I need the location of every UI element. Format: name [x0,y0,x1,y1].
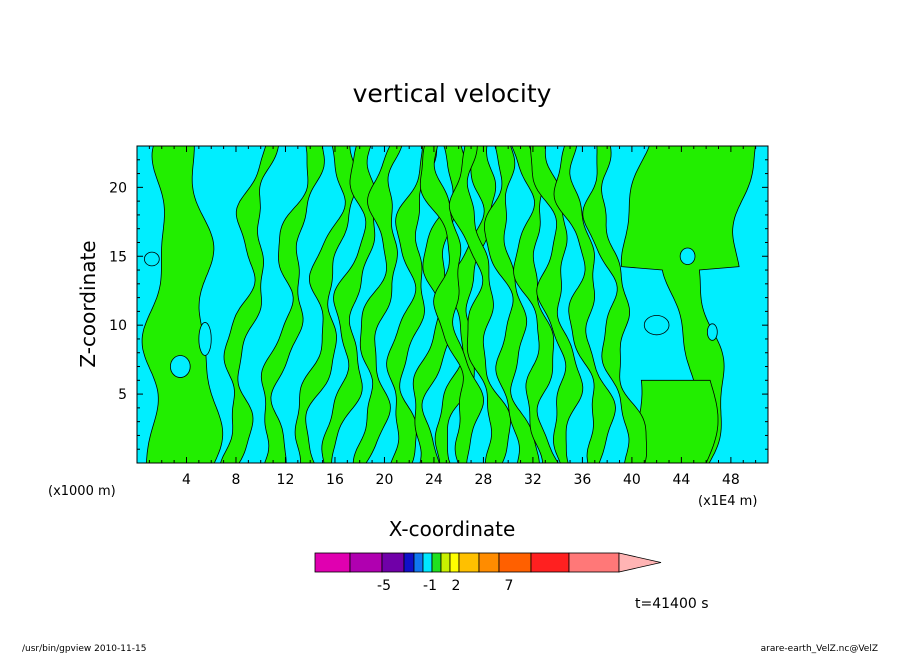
colorbar-segment [314,552,351,573]
x-tick-label: 48 [722,472,740,488]
footer-left: /usr/bin/gpview 2010-11-15 [22,644,146,654]
updraft-band [321,146,377,463]
x-tick-label: 12 [277,472,295,488]
colorbar-segment [440,552,451,573]
colorbar-label: 2 [452,578,461,594]
plot-area [136,145,769,464]
x-tick-label: 40 [623,472,641,488]
x-unit-label: (x1000 m) [48,484,116,499]
colorbar: -5 -1 2 7 [314,552,662,594]
updraft-band [419,146,485,463]
x-tick-label: 4 [182,472,191,488]
colorbar-segment [568,552,620,573]
downdraft-patch [170,355,191,378]
colorbar-label: 7 [505,578,514,594]
time-label: t=41400 s [635,596,709,612]
updraft-band [448,146,512,463]
y-tick-label: 20 [109,180,127,196]
colorbar-segment [431,552,442,573]
updraft-band [582,146,647,463]
updraft-band [352,146,403,463]
updraft-band [294,146,359,463]
colorbar-segment [498,552,532,573]
y-axis: 5 10 15 20 [109,159,768,450]
updraft-band [530,146,584,463]
downdraft-patch [679,247,696,265]
x-tick-label: 44 [672,472,690,488]
colorbar-segment [458,552,480,573]
updraft-band [553,146,616,463]
colorbar-segment [349,552,383,573]
x-axis-title: X-coordinate [389,517,516,541]
velocity-field [141,146,756,463]
y-tick-label: 10 [109,318,127,334]
colorbar-arrow [618,552,662,573]
colorbar-segment [381,552,405,573]
x-tick-label: 16 [326,472,344,488]
updraft-band [141,146,224,463]
y-tick-label: 15 [109,249,127,265]
x-tick-label: 20 [376,472,394,488]
updraft-band [484,146,540,463]
downdraft-patch [144,251,160,267]
x-tick-label: 32 [524,472,542,488]
x-tick-label: 24 [425,472,443,488]
updraft-band [260,146,325,463]
colorbar-label: -1 [423,578,437,594]
updraft-band [386,146,438,463]
updraft-band [511,146,559,463]
updraft-band [220,146,279,463]
x-unit-label-right: (x1E4 m) [698,494,757,509]
colorbar-segment [530,552,570,573]
colorbar-label: -5 [377,578,391,594]
chart-title: vertical velocity [353,79,552,108]
colorbar-segment [422,552,433,573]
colorbar-segment [478,552,500,573]
updraft-band [620,146,756,463]
y-tick-label: 5 [118,387,127,403]
x-axis: 4 8 12 16 20 24 28 32 36 40 44 48 [148,146,757,488]
x-tick-label: 28 [475,472,493,488]
downdraft-patch [198,322,212,356]
colorbar-segment [413,552,424,573]
x-tick-label: 8 [232,472,241,488]
downdraft-patch [706,323,718,341]
colorbar-segment [449,552,460,573]
downdraft-patch [643,315,670,336]
x-tick-label: 36 [573,472,591,488]
plot-frame [136,145,769,464]
footer-right: arare-earth_VelZ.nc@VelZ [761,644,878,654]
y-axis-title: Z-coordinate [76,240,100,367]
colorbar-segment [403,552,415,573]
